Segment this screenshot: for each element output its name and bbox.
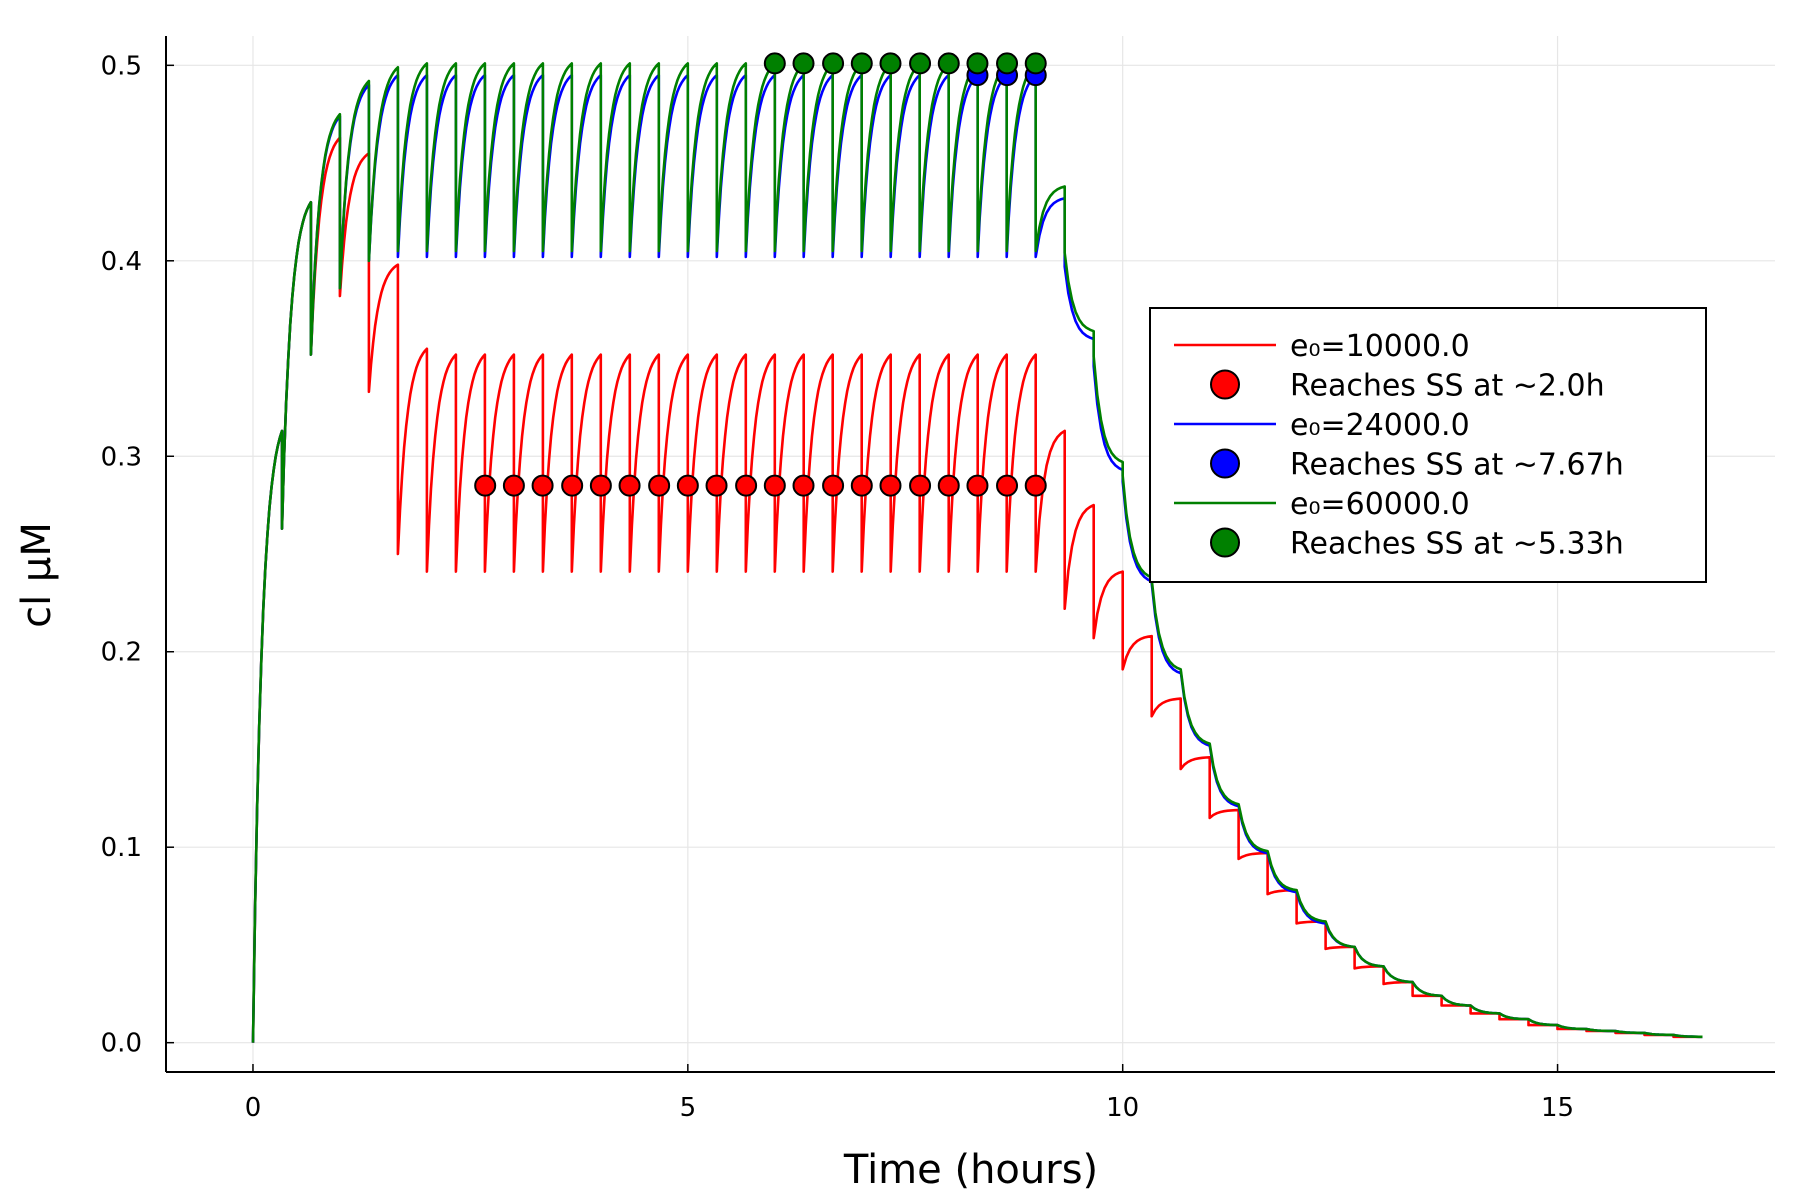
y-tick-label: 0.2 [101, 638, 142, 668]
ss-marker-point [792, 474, 815, 497]
y-axis-label: cl μM [14, 522, 60, 628]
ss-marker-point [561, 474, 584, 497]
ss-marker-point [502, 474, 525, 497]
y-tick-label: 0.5 [101, 51, 142, 81]
y-axis-ticks: 0.0 0.1 0.2 0.3 0.4 0.5 [101, 51, 174, 1059]
ss-marker-point [996, 474, 1019, 497]
ss-marker-layer [474, 52, 1047, 497]
ss-marker-point [937, 52, 960, 75]
ss-marker-point [648, 474, 671, 497]
ss-marker-point [1024, 474, 1047, 497]
legend-label: Reaches SS at ~7.67h [1290, 448, 1624, 483]
y-tick-label: 0.0 [101, 1029, 142, 1059]
x-axis-ticks: 0 5 10 15 [245, 1064, 1574, 1123]
ss-marker-point [909, 52, 932, 75]
ss-marker-point [474, 474, 497, 497]
legend: e₀=10000.0 Reaches SS at ~2.0h e₀=24000.0 R… [1149, 307, 1707, 583]
ss-marker-point [966, 52, 989, 75]
ss-marker-point [763, 474, 786, 497]
ss-marker-point [822, 52, 845, 75]
y-tick-label: 0.4 [101, 247, 142, 277]
ss-marker-point [763, 52, 786, 75]
ss-marker-point [879, 52, 902, 75]
ss-marker-group-1 [474, 474, 1047, 497]
ss-marker-point [850, 474, 873, 497]
ss-marker-point [589, 474, 612, 497]
ss-marker-point [705, 474, 728, 497]
ss-marker-point [850, 52, 873, 75]
ss-marker-point [735, 474, 758, 497]
ss-marker-group-3 [763, 52, 1047, 75]
series-line-1 [251, 136, 1703, 1043]
x-tick-label: 15 [1541, 1093, 1574, 1123]
ss-marker-point [909, 474, 932, 497]
ss-marker-point [792, 52, 815, 75]
ss-marker-point [879, 474, 902, 497]
legend-label: e₀=60000.0 [1290, 487, 1470, 522]
legend-label: Reaches SS at ~5.33h [1290, 527, 1624, 562]
legend-marker-swatch [1210, 369, 1240, 400]
x-tick-label: 10 [1106, 1093, 1139, 1123]
ss-marker-point [1024, 52, 1047, 75]
axes [165, 36, 1775, 1073]
ss-marker-point [937, 474, 960, 497]
legend-label: e₀=10000.0 [1290, 329, 1470, 364]
legend-marker-swatch [1210, 448, 1240, 479]
legend-label: e₀=24000.0 [1290, 408, 1470, 443]
y-tick-label: 0.1 [101, 833, 142, 863]
ss-marker-point [822, 474, 845, 497]
legend-label: Reaches SS at ~2.0h [1290, 369, 1605, 404]
ss-marker-point [966, 474, 989, 497]
legend-marker-swatch [1210, 527, 1240, 558]
ss-marker-point [996, 52, 1019, 75]
legend-box [1149, 307, 1707, 583]
y-tick-label: 0.3 [101, 442, 142, 472]
ss-marker-point [618, 474, 641, 497]
ss-marker-point [531, 474, 554, 497]
x-tick-label: 0 [245, 1093, 262, 1123]
ss-marker-point [676, 474, 699, 497]
x-tick-label: 5 [680, 1093, 697, 1123]
x-axis-label: Time (hours) [843, 1147, 1098, 1193]
